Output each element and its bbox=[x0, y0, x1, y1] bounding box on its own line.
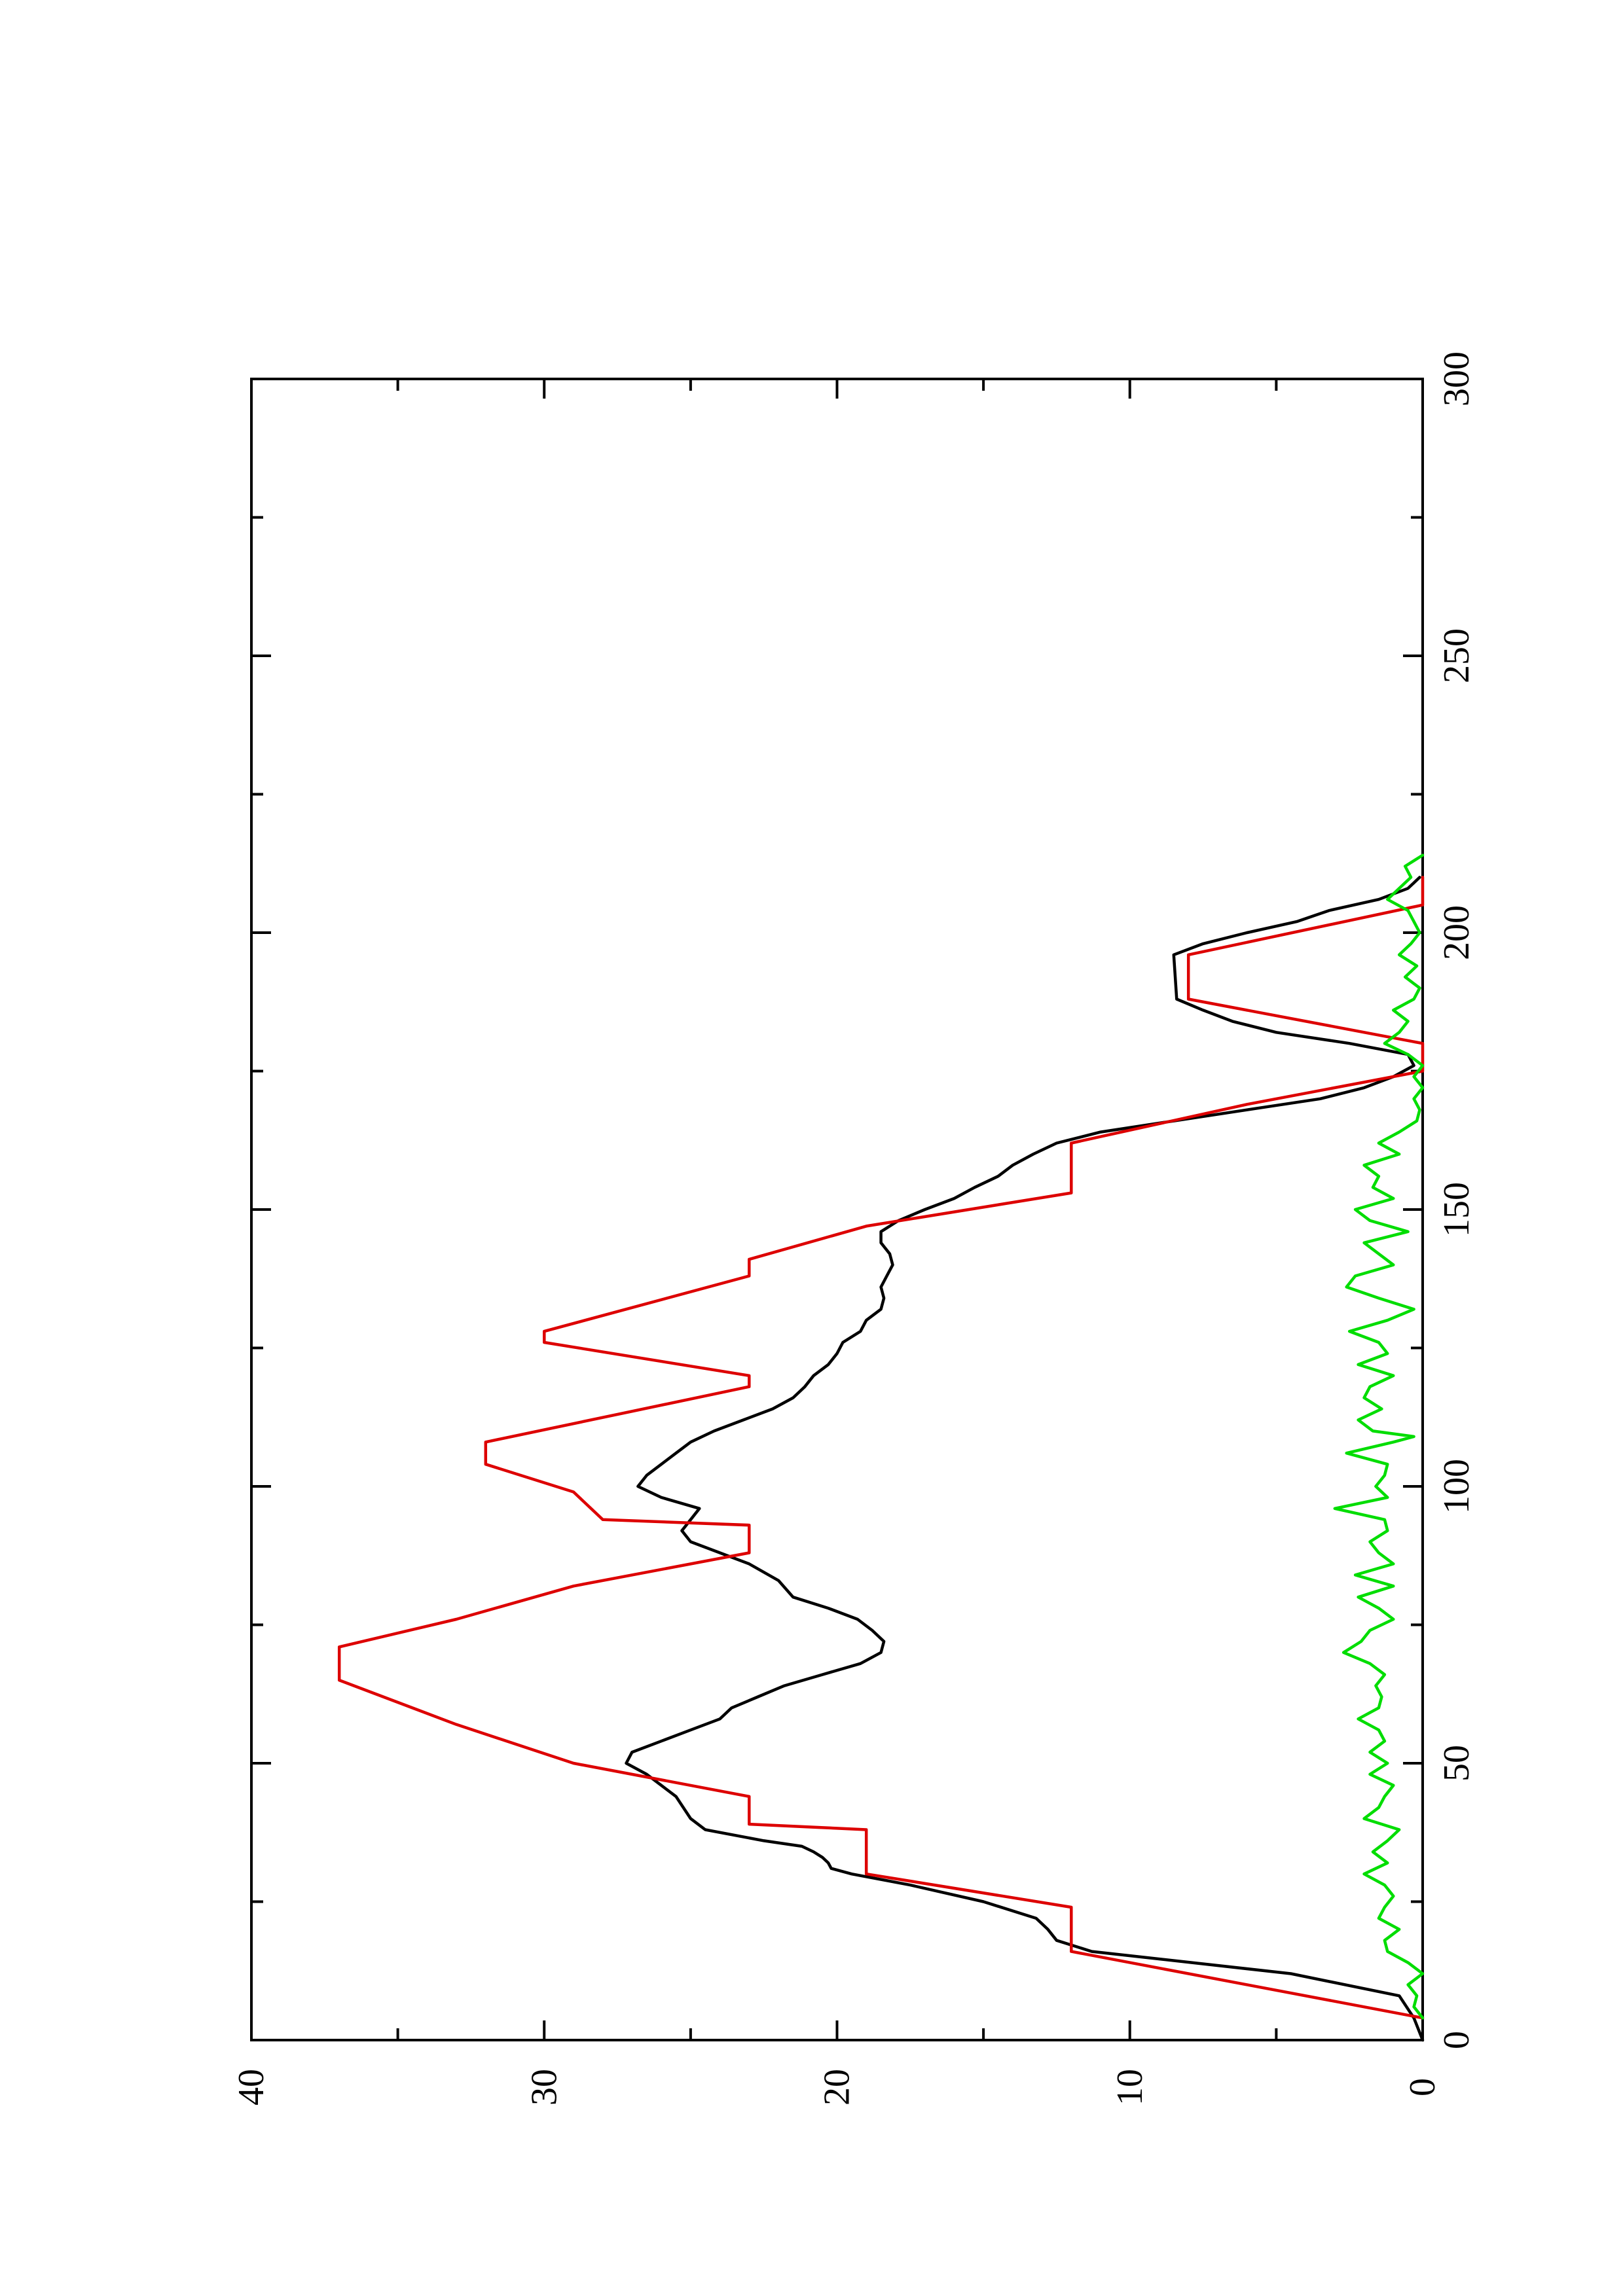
series-layer bbox=[337, 853, 1425, 2042]
x-tick-label: 200 bbox=[1436, 905, 1477, 960]
y-tick-label: 20 bbox=[817, 2069, 858, 2106]
x-tick-label: 100 bbox=[1436, 1459, 1477, 1514]
x-tick-label: 300 bbox=[1436, 351, 1477, 406]
y-tick-label: 10 bbox=[1110, 2069, 1150, 2106]
axis-tick-labels: 0 50 100 150 200 250 300 0 10 20 30 40 bbox=[231, 351, 1477, 2106]
series-line-1 bbox=[625, 876, 1425, 2042]
series-line-2 bbox=[337, 876, 1425, 2020]
y-tick-label: 0 bbox=[1402, 2078, 1443, 2096]
x-tick-label: 150 bbox=[1436, 1182, 1477, 1237]
y-tick-label: 40 bbox=[231, 2069, 272, 2106]
y-tick-label: 30 bbox=[524, 2069, 564, 2106]
x-tick-label: 0 bbox=[1436, 2031, 1477, 2049]
x-tick-label: 50 bbox=[1436, 1745, 1477, 1782]
x-tick-label: 250 bbox=[1436, 628, 1477, 683]
series-line-3 bbox=[1333, 853, 1425, 2020]
